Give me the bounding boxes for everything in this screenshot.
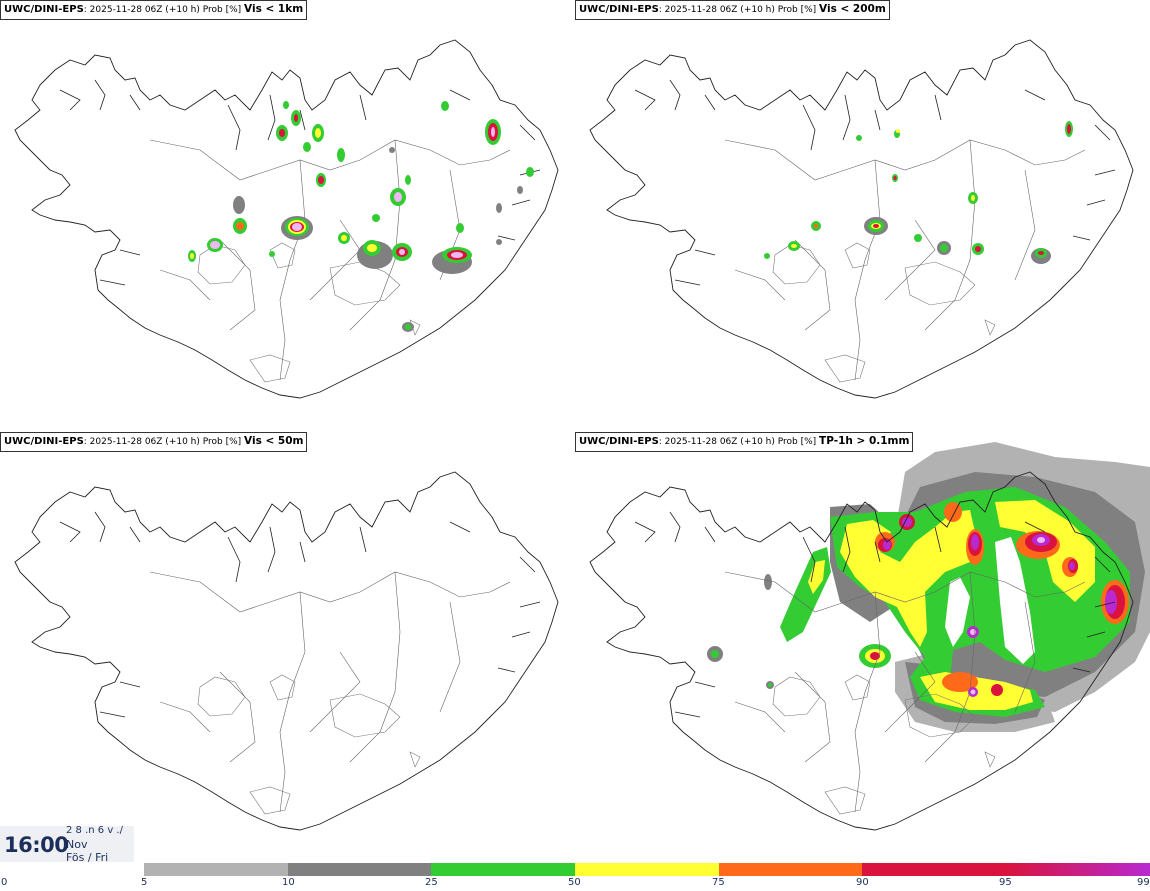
colorbar-tick: 0 [1, 877, 8, 888]
probability-blobs [764, 121, 1073, 264]
probability-blobs [188, 101, 534, 332]
map-vis-50m [14, 471, 559, 831]
colorbar-segment [288, 863, 431, 876]
colorbar-tick: 50 [568, 877, 581, 888]
map-vis-1km [14, 39, 559, 399]
probability-colorbar [144, 863, 1150, 876]
map-precip [589, 442, 1150, 831]
colorbar-segment [719, 863, 862, 876]
valid-time-box: 16:00 2 8 .n 6 v ./ Nov Fös / Fri [0, 825, 134, 862]
panel-title: UWC/DINI-EPS: 2025-11-28 06Z (+10 h) Pro… [575, 0, 890, 20]
precip-field [707, 442, 1150, 732]
valid-date-code: 2 8 .n 6 v ./ [66, 825, 123, 836]
colorbar-segment [144, 863, 288, 876]
colorbar-ticks: 0 5 10 25 50 75 90 95 99 [0, 877, 1150, 891]
map-panel-vis-50m: UWC/DINI-EPS: 2025-11-28 06Z (+10 h) Pro… [0, 432, 575, 864]
colorbar-segment [575, 863, 719, 876]
valid-weekday: Fös / Fri [66, 851, 109, 862]
map-panel-vis-1km: UWC/DINI-EPS: 2025-11-28 06Z (+10 h) Pro… [0, 0, 575, 432]
panel-title: UWC/DINI-EPS: 2025-11-28 06Z (+10 h) Pro… [0, 432, 308, 452]
colorbar-tick: 75 [712, 877, 725, 888]
colorbar-segment [431, 863, 575, 876]
map-panel-precip: UWC/DINI-EPS: 2025-11-28 06Z (+10 h) Pro… [575, 432, 1150, 864]
colorbar-tick: 25 [425, 877, 438, 888]
valid-month: Nov [66, 838, 88, 851]
map-panel-vis-200m: UWC/DINI-EPS: 2025-11-28 06Z (+10 h) Pro… [575, 0, 1150, 432]
colorbar-tick: 5 [141, 877, 148, 888]
colorbar-tick: 95 [999, 877, 1012, 888]
colorbar-tick: 90 [856, 877, 869, 888]
colorbar-segment [1006, 863, 1150, 876]
colorbar-tick: 99 [1137, 877, 1150, 888]
valid-time-clock: 16:00 [4, 833, 69, 857]
panel-title: UWC/DINI-EPS: 2025-11-28 06Z (+10 h) Pro… [575, 432, 914, 452]
map-vis-200m [589, 39, 1134, 399]
colorbar-segment [862, 863, 1006, 876]
colorbar-tick: 10 [282, 877, 295, 888]
panel-title: UWC/DINI-EPS: 2025-11-28 06Z (+10 h) Pro… [0, 0, 308, 20]
